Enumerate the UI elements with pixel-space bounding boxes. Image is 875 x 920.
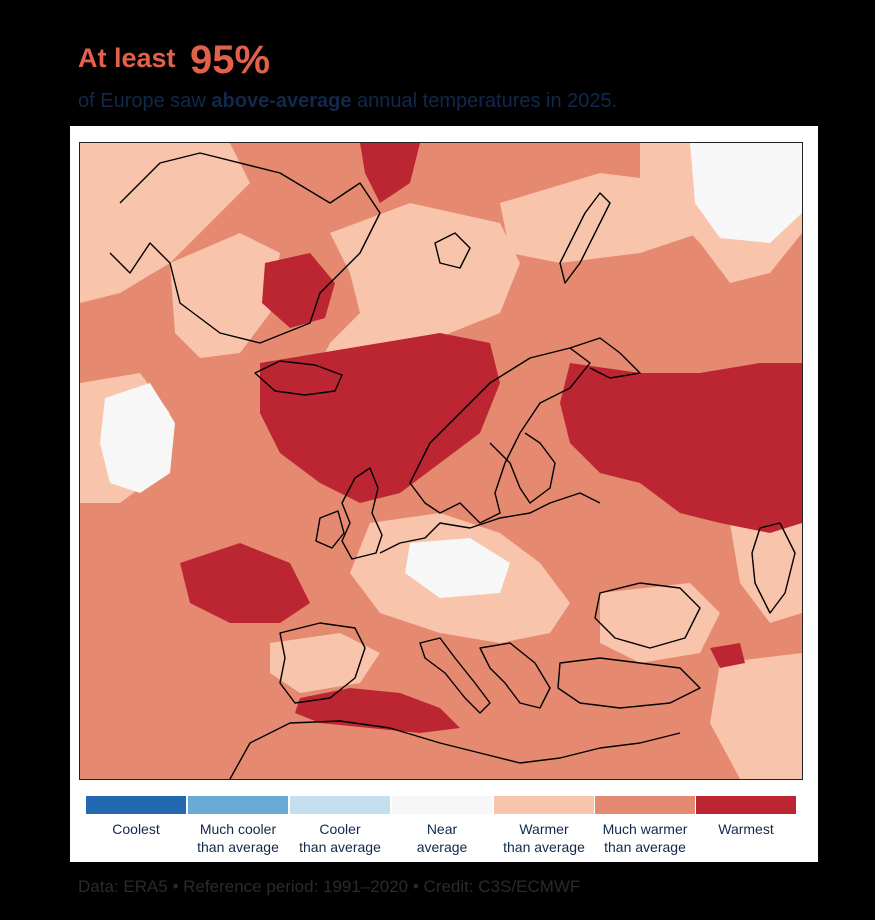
- legend-item-cooler: Cooler than average: [290, 796, 390, 856]
- legend-item-warmer: Warmer than average: [494, 796, 594, 856]
- near-average-atlantic: [100, 383, 175, 493]
- turkey-coast: [557, 657, 701, 709]
- greenland-coast: [109, 152, 381, 344]
- subheadline-before: of Europe saw: [78, 90, 212, 112]
- legend-item-coolest: Coolest: [86, 796, 186, 838]
- warmer-region-iberia-north: [270, 633, 380, 693]
- legend-swatch: [595, 796, 695, 814]
- legend-swatch: [290, 796, 390, 814]
- caspian-coast: [751, 522, 796, 614]
- svalbard-coast: [434, 232, 471, 269]
- map-svg: [80, 143, 802, 779]
- coastlines: [109, 152, 796, 779]
- near-average-central-europe: [405, 538, 510, 598]
- near-average-arctic-east: [690, 143, 802, 243]
- africa-coast: [229, 720, 681, 779]
- headline-lead: At least: [78, 43, 176, 73]
- baltic-coast: [489, 432, 556, 504]
- subheadline: of Europe saw above-average annual tempe…: [78, 90, 617, 113]
- kola-coast: [569, 337, 641, 379]
- iceland-coast: [254, 360, 343, 396]
- ireland-coast: [315, 510, 345, 549]
- legend-swatch: [86, 796, 186, 814]
- continent-coast: [379, 492, 601, 554]
- warmest-region-russia: [560, 363, 802, 533]
- footer-credit: Data: ERA5 • Reference period: 1991–2020…: [78, 877, 581, 896]
- subheadline-emphasis: above-average: [211, 90, 352, 112]
- warmest-region-bay-of-biscay: [180, 543, 310, 623]
- legend: Coolest Much cooler than average Cooler …: [86, 796, 796, 860]
- legend-swatch: [696, 796, 796, 814]
- map-panel: Coolest Much cooler than average Cooler …: [70, 126, 818, 862]
- warmest-region-north-sea-scandinavia: [260, 333, 500, 503]
- temperature-anomaly-map: [79, 142, 803, 780]
- warmest-region-caucasus: [710, 643, 745, 668]
- legend-item-much-cooler: Much cooler than average: [188, 796, 288, 856]
- legend-label: Much cooler than average: [197, 821, 279, 855]
- headline-percent: 95%: [190, 38, 271, 82]
- warmest-region-greenland: [262, 253, 335, 328]
- legend-swatch: [188, 796, 288, 814]
- warmer-region-middle-east: [710, 653, 802, 779]
- subheadline-after: annual temperatures in 2025.: [351, 90, 618, 112]
- britain-coast: [341, 467, 383, 560]
- legend-swatch: [392, 796, 492, 814]
- legend-label: Warmest: [718, 821, 774, 837]
- legend-label: Warmer than average: [503, 821, 585, 855]
- warmer-region-north-atlantic: [80, 143, 250, 303]
- italy-coast: [419, 637, 491, 714]
- novaya-zemlya-coast: [559, 192, 611, 284]
- headline: At least 95%: [78, 38, 270, 83]
- legend-label: Cooler than average: [299, 821, 381, 855]
- legend-item-much-warmer: Much warmer than average: [595, 796, 695, 856]
- legend-label: Much warmer than average: [602, 821, 688, 855]
- warmer-region-greenland-coast: [170, 233, 280, 358]
- warmer-region-barents: [500, 173, 700, 263]
- iberia-coast: [279, 622, 366, 704]
- legend-item-near-average: Near average: [392, 796, 492, 856]
- legend-item-warmest: Warmest: [696, 796, 796, 838]
- legend-swatch: [494, 796, 594, 814]
- warmest-region-north-arctic: [360, 143, 420, 203]
- balkan-coast: [479, 642, 551, 709]
- scandinavia-coast: [409, 347, 591, 524]
- black-sea-coast: [594, 582, 701, 649]
- legend-label: Near average: [416, 821, 468, 855]
- legend-label: Coolest: [112, 821, 160, 837]
